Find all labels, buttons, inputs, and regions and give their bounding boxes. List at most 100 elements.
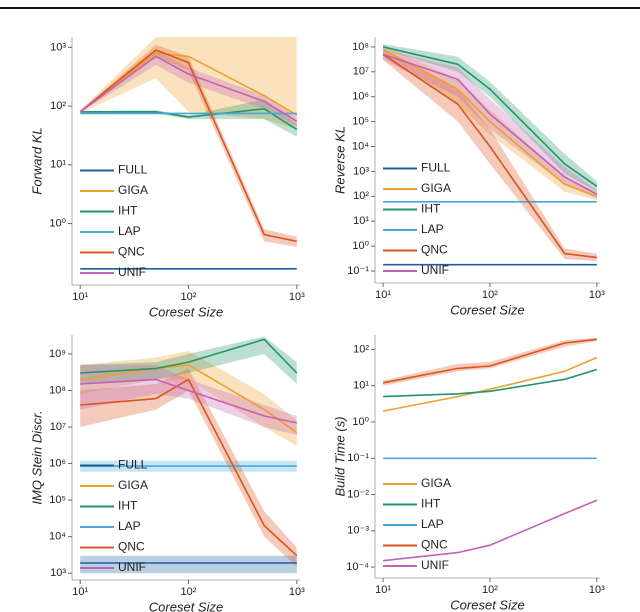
series-line — [382, 46, 598, 188]
x-tick-label: 10³ — [589, 584, 605, 596]
legend-label: GIGA — [118, 183, 148, 197]
y-tick-label: 10⁴ — [49, 531, 66, 543]
series-line — [80, 338, 298, 374]
y-axis-label: Forward KL — [29, 127, 44, 194]
error-band — [80, 364, 297, 436]
error-band — [383, 49, 597, 262]
y-tick-label: 10⁰ — [352, 416, 369, 428]
y-axis-label: IMQ Stein Discr. — [29, 410, 44, 504]
y-tick-label: 10⁶ — [49, 457, 66, 469]
y-tick-label: 10¹ — [353, 215, 369, 227]
series-line — [79, 52, 298, 116]
y-tick-label: 10⁹ — [49, 348, 66, 360]
x-axis-label: Coreset Size — [450, 597, 524, 612]
legend-label: QNC — [118, 245, 145, 259]
legend-label: IHT — [118, 204, 138, 218]
y-tick-label: 10⁶ — [352, 91, 369, 103]
y-tick-label: 10⁴ — [352, 140, 369, 152]
x-tick-label: 10¹ — [375, 584, 391, 596]
legend-label: QNC — [421, 243, 448, 257]
legend-label: GIGA — [421, 181, 451, 195]
x-tick-label: 10² — [181, 291, 197, 303]
x-axis-label: Coreset Size — [450, 302, 524, 317]
legend-label: IHT — [421, 497, 441, 511]
legend-label: IHT — [118, 499, 138, 513]
plot-area — [79, 37, 298, 270]
error-band — [80, 99, 297, 137]
legend-label: FULL — [118, 458, 148, 472]
chart: 10⁻¹ 10⁰ 10¹ 10² 10³ 10⁴ 10⁵ 10⁶ 10⁷ 10⁸ 10¹ 10² 10³… — [332, 37, 605, 317]
legend-label: QNC — [118, 540, 145, 554]
legend-label: FULL — [118, 163, 148, 177]
series-line — [80, 364, 298, 434]
chart: 10³ 10⁴ 10⁵ 10⁶ 10⁷ 10⁸ 10⁹ 10¹ 10² 10³ Coreset Si… — [29, 335, 305, 612]
y-tick-label: 10³ — [353, 165, 369, 177]
legend-label: LAP — [118, 519, 141, 533]
series-line — [383, 499, 598, 562]
legend-label: UNIF — [421, 263, 449, 277]
error-band — [80, 555, 297, 574]
x-tick-label: 10³ — [289, 291, 305, 303]
series-line — [382, 356, 598, 412]
y-tick-label: 10⁻⁴ — [346, 561, 369, 573]
y-tick-label: 10¹ — [353, 380, 369, 392]
y-tick-label: 10² — [353, 343, 369, 355]
x-tick-label: 10² — [482, 584, 498, 596]
legend-label: FULL — [421, 161, 451, 175]
y-tick-label: 10⁷ — [50, 421, 66, 433]
y-tick-label: 10⁻¹ — [347, 265, 369, 277]
series-line — [382, 53, 598, 196]
series-line — [80, 378, 297, 424]
legend-label: UNIF — [421, 558, 449, 572]
y-tick-label: 10⁰ — [49, 217, 66, 229]
y-tick-label: 10⁻² — [347, 488, 369, 500]
y-tick-label: 10⁰ — [352, 240, 369, 252]
y-tick-label: 10¹ — [50, 159, 66, 171]
series-line — [79, 55, 298, 122]
legend-label: QNC — [421, 538, 448, 552]
series-line — [382, 53, 597, 259]
y-tick-label: 10⁸ — [352, 41, 369, 53]
x-tick-label: 10¹ — [375, 289, 391, 301]
series-line — [382, 338, 597, 384]
x-axis-label: Coreset Size — [149, 599, 223, 612]
x-tick-label: 10² — [181, 586, 197, 598]
y-tick-label: 10⁵ — [49, 494, 66, 506]
y-tick-label: 10² — [50, 100, 66, 112]
y-tick-label: 10² — [353, 190, 369, 202]
series-line — [80, 107, 298, 131]
error-band — [383, 44, 597, 192]
y-tick-label: 10⁸ — [49, 384, 66, 396]
series-line — [383, 368, 598, 398]
plot-area — [382, 44, 598, 266]
x-tick-label: 10¹ — [72, 291, 88, 303]
legend-label: IHT — [421, 202, 441, 216]
plot-area — [80, 336, 298, 574]
error-band — [383, 49, 597, 199]
y-tick-label: 10³ — [50, 41, 66, 53]
y-tick-label: 10⁻³ — [347, 525, 369, 537]
y-tick-label: 10⁵ — [352, 116, 369, 128]
legend-label: LAP — [421, 517, 444, 531]
legend-label: UNIF — [118, 560, 146, 574]
series-line — [79, 49, 297, 243]
chart: 10⁰ 10¹ 10² 10³ 10¹ 10² 10³ Coreset Size Forward… — [29, 37, 305, 319]
y-tick-label: 10³ — [50, 567, 66, 579]
plot-area — [382, 337, 598, 562]
chart: 10⁻⁴ 10⁻³ 10⁻² 10⁻¹ 10⁰ 10¹ 10² 10¹ 10² 10³ Corese… — [332, 335, 605, 612]
legend-label: GIGA — [421, 476, 451, 490]
legend-label: UNIF — [118, 265, 146, 279]
y-axis-label: Build Time (s) — [332, 416, 347, 496]
legend-label: LAP — [421, 222, 444, 236]
x-tick-label: 10³ — [289, 586, 305, 598]
x-tick-label: 10³ — [589, 289, 605, 301]
series-line — [382, 48, 598, 198]
y-axis-label: Reverse KL — [332, 126, 347, 194]
error-band — [80, 351, 297, 447]
x-tick-label: 10² — [482, 289, 498, 301]
y-tick-label: 10⁷ — [353, 66, 369, 78]
x-axis-label: Coreset Size — [149, 304, 223, 319]
series-line — [80, 378, 298, 557]
